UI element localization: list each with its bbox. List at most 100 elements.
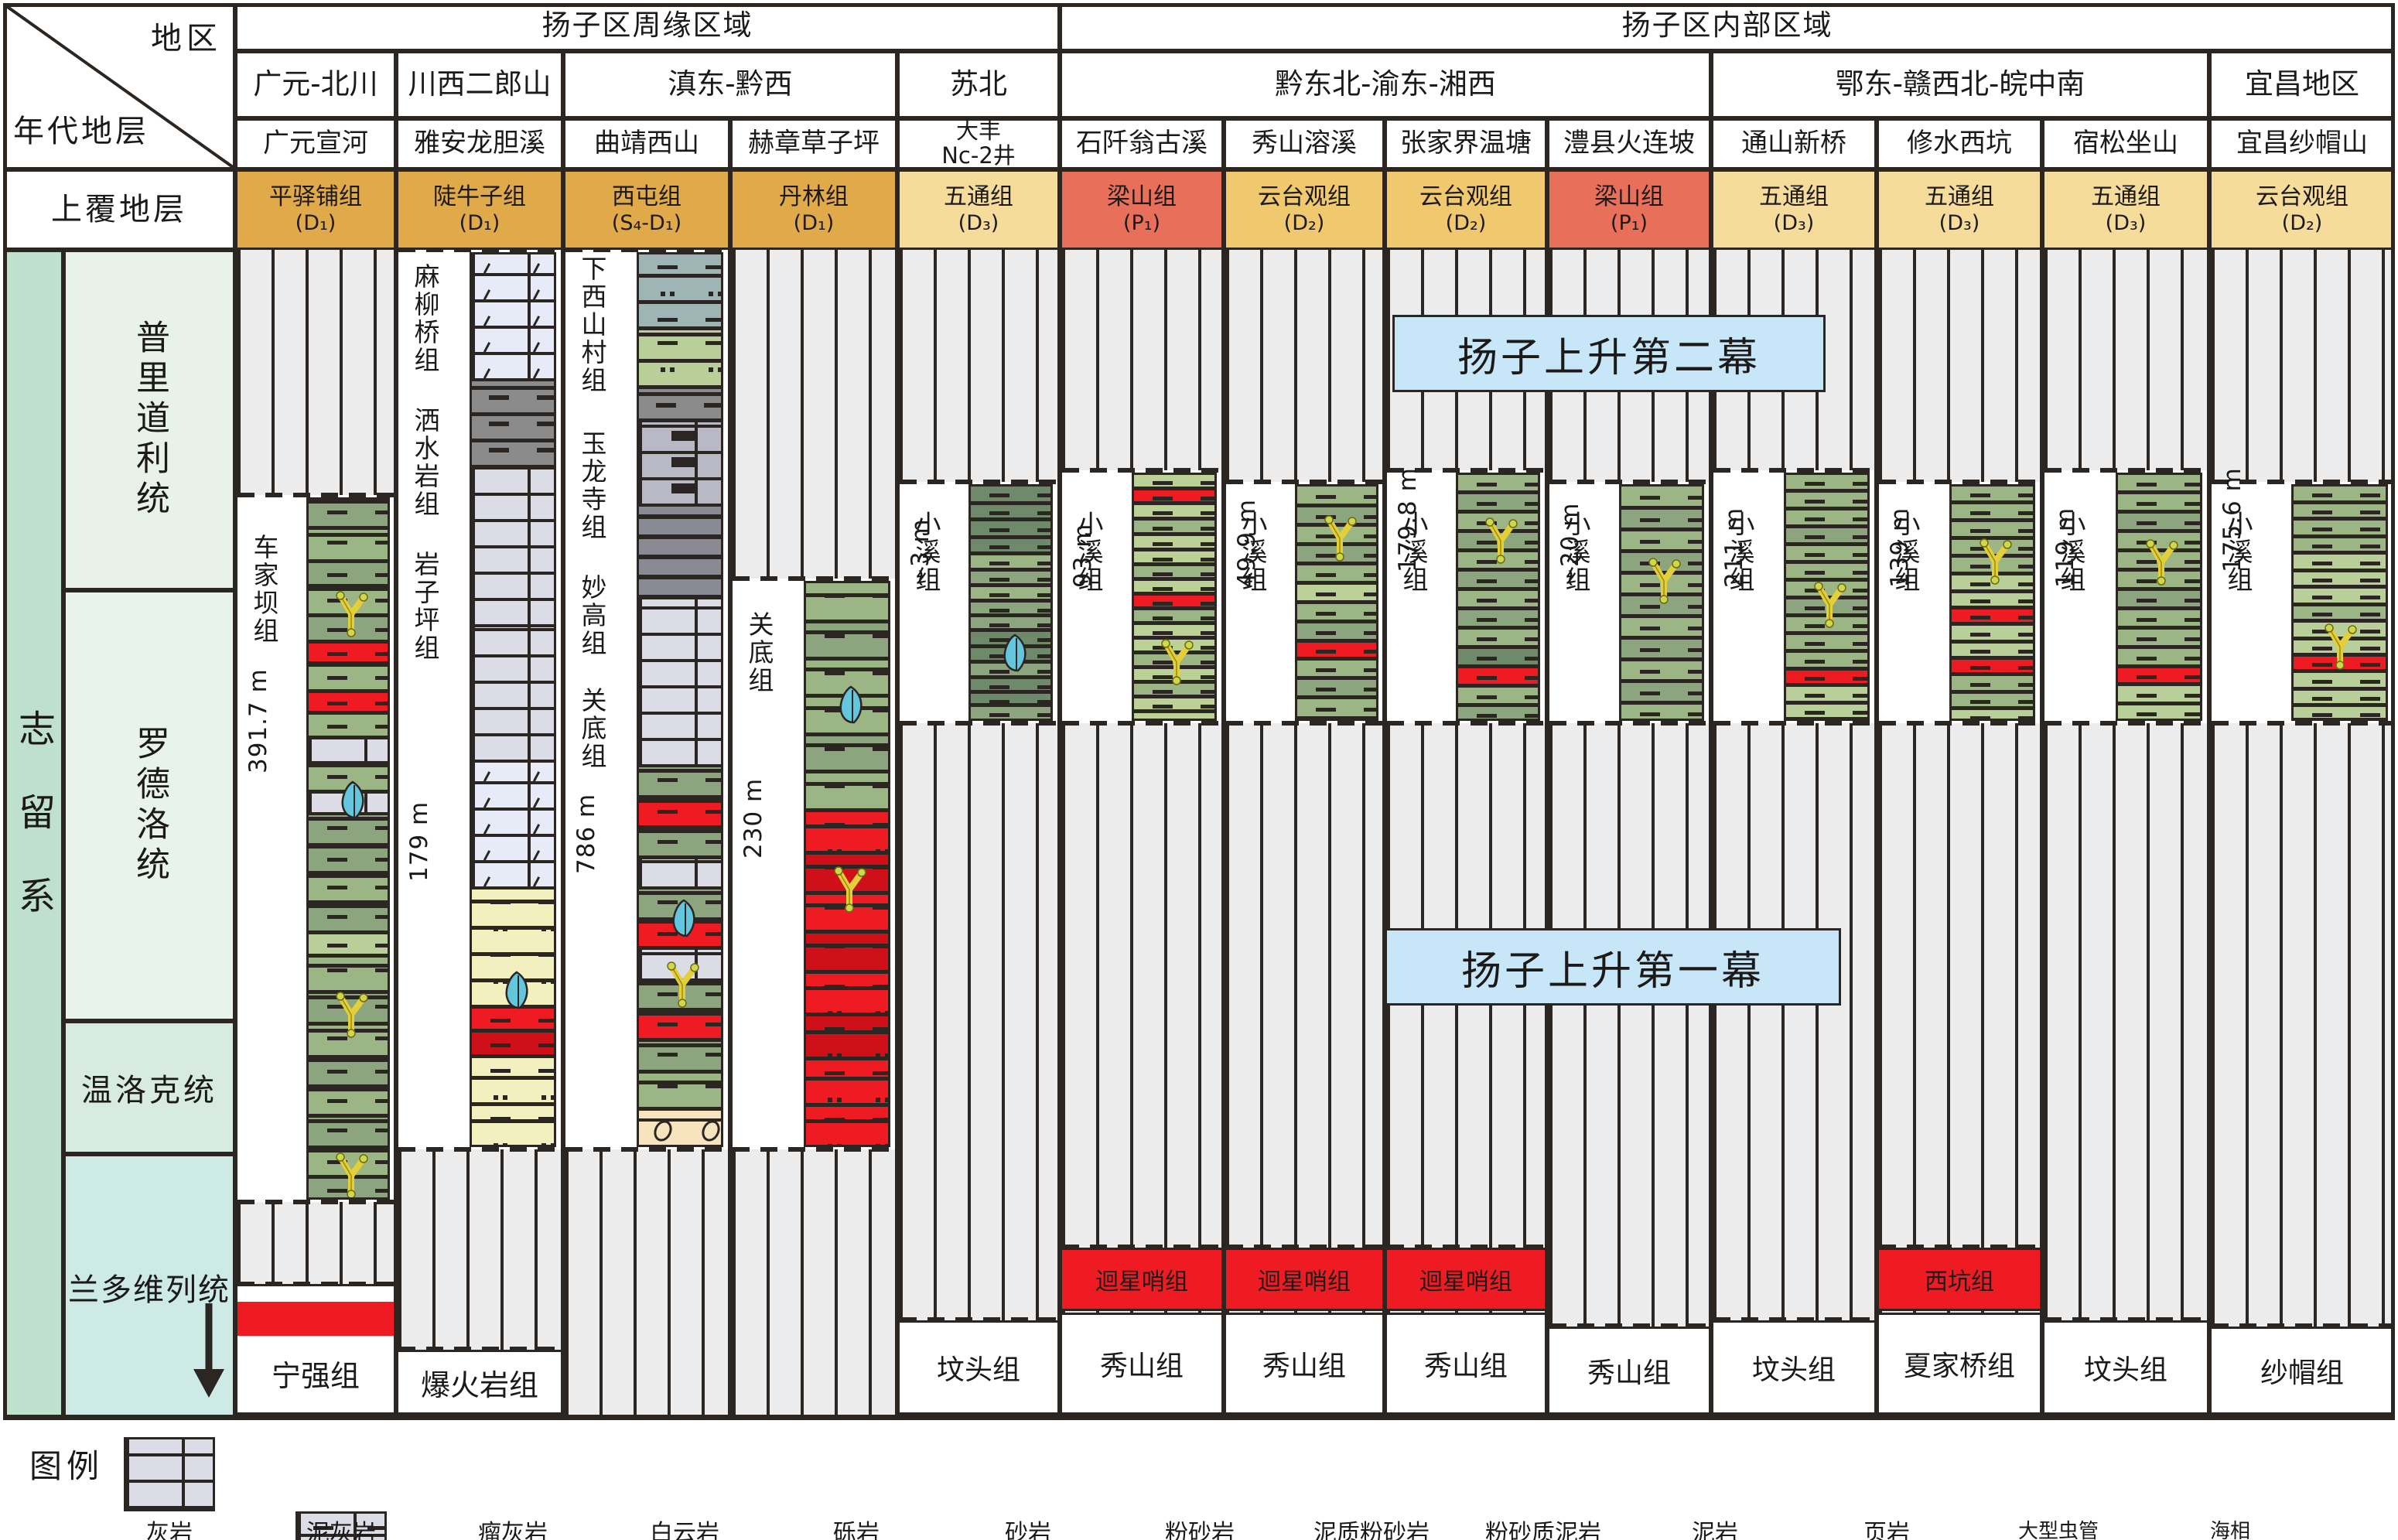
lithology-ornament: [1952, 710, 2033, 719]
lithology-band-mudsilt: [2118, 610, 2200, 630]
lithology-band-siltmud: [472, 1058, 554, 1106]
lithology-band-siltstone: [1621, 683, 1702, 705]
lithology-ornament: [1458, 591, 1538, 610]
lithology-band-mudsilt: [309, 715, 388, 739]
worm-trace-fossil-icon-9-0: [1813, 582, 1846, 628]
area-subei: 苏北: [897, 51, 1060, 118]
lithology-band-red: [1952, 660, 2033, 676]
lithology-ornament: [2118, 630, 2200, 649]
lithology-ornament: [1458, 649, 1538, 668]
bottom-unit-9: 坟头组: [1711, 1320, 1877, 1415]
lithology-band-lgrn: [2294, 572, 2386, 589]
column-gap-strip-10: [1877, 250, 2042, 1415]
legend-swatch-limestone: [124, 1437, 215, 1511]
lithology-band-red: [309, 693, 388, 715]
lithology-ornament: [1458, 572, 1538, 591]
lithology-band-mudsilt: [1786, 582, 1867, 599]
lithology-band-mudsilt: [2294, 504, 2386, 521]
lithology-band-dolomite: [472, 763, 554, 890]
worm-trace-fossil-icon-12-0: [2325, 623, 2357, 671]
thickness-label-6: 49.9 m: [1233, 498, 1261, 588]
lithology-ornament: [806, 1060, 888, 1107]
bottom-unit-1: 爆火岩组: [396, 1350, 563, 1415]
lithology-ornament: [806, 583, 888, 623]
lithology-ornament: [2118, 705, 2200, 719]
lithology-band-sandstone: [1134, 475, 1214, 490]
lithology-log-7: [1456, 473, 1540, 721]
thickness-label-0: 391.7 m: [244, 668, 272, 773]
lithology-ornament: [2294, 606, 2386, 623]
lithology-band-nodular: [639, 422, 721, 507]
lithology-band-red: [639, 1012, 721, 1042]
lithology-band-red: [1458, 668, 1538, 688]
lithology-band-mudsilt: [1621, 705, 1702, 719]
thickness-label-3: 230 m: [740, 777, 767, 859]
lithology-ornament: [2118, 668, 2200, 686]
unconformity-line-6-0: [1226, 480, 1382, 484]
lithology-ornament: [971, 664, 1050, 679]
overlying-unit-0: 平驿铺组 (D₁): [235, 169, 396, 250]
marine-fossil-icon-1-0: [505, 971, 528, 1009]
formation-label-8-0: 小溪组: [1561, 510, 1591, 594]
overlying-unit-age: (D₂): [1445, 210, 1487, 235]
lithology-ornament: [639, 1012, 721, 1042]
lithology-band-mudsilt: [309, 958, 388, 994]
lithology-ornament: [1458, 494, 1538, 514]
lithology-ornament: [1952, 660, 2033, 676]
area-guangyuan-beichuan: 广元-北川: [235, 51, 396, 118]
lithology-band-siltstone: [806, 623, 888, 661]
section-name-2: 曲靖西山: [563, 118, 730, 169]
lithology-band-dgrn: [971, 521, 1050, 539]
lithology-ornament: [1786, 493, 1867, 510]
formation-label-7-0: 小溪组: [1399, 510, 1429, 594]
lithology-band-mudsilt: [1458, 630, 1538, 649]
overlying-unit-age: (D₁): [793, 210, 835, 235]
lithology-band-mudsilt: [1134, 566, 1214, 581]
lithology-ornament: [298, 1514, 384, 1540]
lithology-ornament: [1621, 618, 1702, 640]
lithology-ornament: [309, 904, 388, 934]
legend-title: 图例: [29, 1447, 104, 1485]
lithology-ornament: [2294, 691, 2386, 707]
lithology-ornament: [1786, 635, 1867, 653]
overlying-unit-name: 梁山组: [1107, 183, 1177, 211]
lithology-band-siltstone: [1786, 528, 1867, 546]
lithology-ornament: [1134, 536, 1214, 551]
lithology-band-mudsilt: [1134, 521, 1214, 536]
lithology-band-siltstone: [971, 617, 1050, 632]
lithology-ornament: [1134, 505, 1214, 521]
lithology-ornament: [1621, 705, 1702, 719]
lithology-band-mudsilt: [1952, 504, 2033, 522]
chrono-series-ludlow: 罗德洛统: [63, 590, 235, 1021]
lithology-band-lgrn: [2294, 691, 2386, 707]
lithology-band-mudsilt: [2118, 533, 2200, 552]
lithology-ornament: [1134, 625, 1214, 640]
formation-label-6-0: 小溪组: [1238, 510, 1268, 594]
unconformity-line-5-1: [1062, 721, 1221, 726]
chrono-label: 年代地层: [13, 114, 149, 149]
lithology-band-siltstone: [2118, 591, 2200, 610]
lithology-band-red: [806, 1107, 888, 1145]
lithology-band-lgrn: [2294, 673, 2386, 691]
lithology-band-siltstone: [639, 829, 721, 859]
overlying-unit-1: 陡牛子组 (D₁): [396, 169, 563, 250]
unconformity-line-11-1: [2044, 721, 2207, 726]
marine-fossil-icon-4-0: [1003, 633, 1026, 671]
lithology-band-lgrn: [309, 934, 388, 958]
lithology-band-dgrn: [971, 539, 1050, 555]
lithology-ornament: [1786, 687, 1867, 705]
lithology-log-12: [2291, 484, 2388, 721]
overlying-unit-8: 梁山组 (P₁): [1547, 169, 1711, 250]
lithology-ornament: [971, 521, 1050, 539]
overlying-unit-age: (D₁): [295, 210, 336, 235]
lithology-ornament: [472, 469, 554, 627]
event-box-second: 扬子上升第二幕: [1392, 315, 1826, 392]
lithology-band-mudsilt: [1786, 635, 1867, 653]
overlying-unit-2: 西屯组 (S₄-D₁): [563, 169, 730, 250]
lithology-ornament: [1297, 585, 1376, 604]
lithology-ornament: [472, 1033, 554, 1058]
thickness-label-10: 139 m: [1886, 507, 1914, 588]
overlying-unit-6: 云台观组 (D₂): [1224, 169, 1385, 250]
formation-label-11-0: 小溪组: [2056, 510, 2086, 594]
section-name-8: 澧县火连坡: [1547, 118, 1711, 169]
